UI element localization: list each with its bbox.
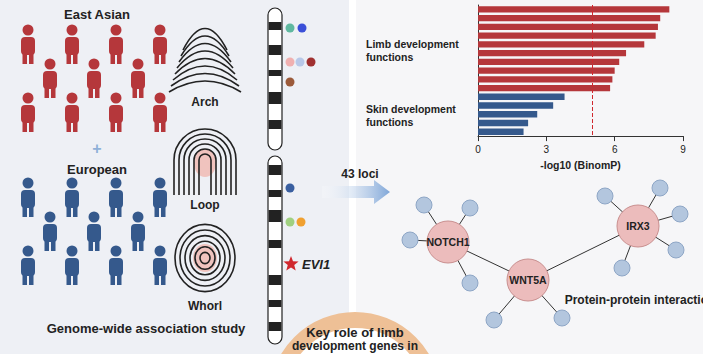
- svg-text:Key role of limb: Key role of limb: [306, 325, 404, 340]
- svg-text:NOTCH1: NOTCH1: [426, 236, 469, 248]
- svg-text:43 loci: 43 loci: [341, 167, 378, 181]
- svg-text:European: European: [67, 162, 127, 177]
- svg-text:Arch: Arch: [191, 95, 218, 109]
- html-text:Skin development functions: Skin development functions: [366, 103, 456, 128]
- svg-text:+: +: [92, 140, 101, 157]
- svg-text:Genome-wide association study: Genome-wide association study: [47, 321, 246, 336]
- svg-text:0: 0: [475, 144, 481, 155]
- html-text:Limb development functions: Limb development functions: [366, 38, 459, 63]
- svg-text:Loop: Loop: [190, 198, 219, 212]
- svg-text:WNT5A: WNT5A: [509, 274, 547, 286]
- svg-text:Whorl: Whorl: [188, 299, 222, 313]
- svg-text:9: 9: [680, 144, 686, 155]
- svg-text:IRX3: IRX3: [626, 220, 650, 232]
- svg-text:East Asian: East Asian: [64, 7, 130, 22]
- svg-text:development genes in: development genes in: [292, 339, 418, 353]
- svg-text:3: 3: [544, 144, 550, 155]
- svg-text:Protein-protein interaction: Protein-protein interaction: [565, 293, 703, 307]
- svg-text:-log10 (BinomP): -log10 (BinomP): [540, 159, 621, 171]
- svg-text:EVI1: EVI1: [302, 257, 330, 272]
- svg-text:6: 6: [612, 144, 618, 155]
